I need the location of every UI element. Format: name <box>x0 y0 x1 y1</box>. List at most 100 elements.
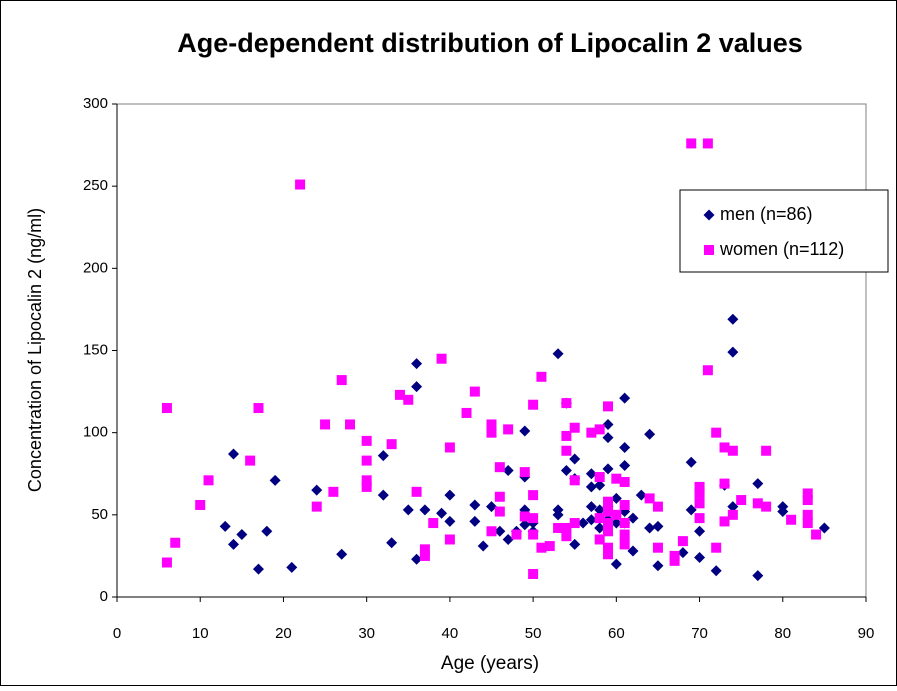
point <box>602 432 614 444</box>
point <box>486 526 497 537</box>
point <box>528 568 539 579</box>
point <box>494 462 505 473</box>
y-tick-label: 300 <box>83 95 108 112</box>
point <box>253 403 264 414</box>
point <box>328 486 339 497</box>
point <box>669 555 680 566</box>
point <box>594 479 606 491</box>
y-tick-label: 250 <box>83 177 108 194</box>
point <box>528 513 539 524</box>
point <box>611 509 622 520</box>
point <box>644 522 656 534</box>
point <box>569 475 580 486</box>
point <box>761 501 772 512</box>
point <box>444 489 456 501</box>
point <box>444 515 456 527</box>
point <box>694 488 705 499</box>
point <box>561 398 572 409</box>
point <box>611 473 622 484</box>
point <box>619 539 630 550</box>
point <box>802 509 813 520</box>
point <box>561 445 572 456</box>
point <box>361 435 372 446</box>
point <box>477 540 489 552</box>
point <box>528 529 539 540</box>
point <box>320 419 331 430</box>
point <box>311 484 323 496</box>
point <box>411 381 423 393</box>
x-tick-label: 20 <box>275 625 292 642</box>
point <box>486 501 497 513</box>
point <box>802 495 813 506</box>
y-tick-label: 50 <box>91 506 108 523</box>
point <box>336 548 348 560</box>
point <box>594 504 606 516</box>
legend-label: men (n=86) <box>720 204 813 224</box>
point <box>411 553 423 565</box>
point <box>261 525 273 537</box>
plot-area <box>116 103 867 598</box>
point <box>602 463 614 475</box>
point <box>603 506 614 517</box>
point <box>336 375 347 386</box>
point <box>444 442 455 453</box>
point <box>619 392 631 404</box>
point <box>519 519 531 531</box>
x-tick-label: 40 <box>442 625 459 642</box>
point <box>494 506 505 517</box>
point <box>469 499 481 511</box>
x-tick-label: 80 <box>774 625 791 642</box>
point <box>486 419 497 430</box>
point <box>585 501 597 513</box>
point <box>811 529 822 540</box>
point <box>469 386 480 397</box>
point <box>603 549 614 560</box>
point <box>603 542 614 553</box>
point <box>694 498 705 509</box>
point <box>536 371 547 382</box>
point <box>627 545 639 557</box>
point <box>586 427 597 438</box>
point <box>777 506 789 518</box>
point <box>727 313 739 325</box>
point <box>585 514 597 526</box>
y-tick-label: 0 <box>100 588 108 605</box>
point <box>585 468 597 480</box>
point <box>603 518 614 529</box>
point <box>594 472 605 483</box>
point <box>610 558 622 570</box>
point <box>269 474 281 486</box>
point <box>727 509 738 520</box>
point <box>494 491 505 502</box>
point <box>569 453 581 465</box>
x-tick-label: 90 <box>858 625 875 642</box>
point <box>361 475 372 486</box>
x-tick-label: 50 <box>525 625 542 642</box>
point <box>610 517 622 529</box>
point <box>603 496 614 507</box>
point <box>419 550 430 561</box>
point <box>228 448 240 460</box>
x-tick-label: 70 <box>691 625 708 642</box>
point <box>736 495 747 506</box>
point <box>569 538 581 550</box>
y-tick-label: 200 <box>83 259 108 276</box>
point <box>569 422 580 433</box>
point <box>553 522 564 533</box>
point <box>161 557 172 568</box>
point <box>461 407 472 418</box>
point <box>345 419 356 430</box>
point <box>685 456 697 468</box>
point <box>727 445 738 456</box>
point <box>236 529 248 541</box>
point <box>377 450 389 462</box>
point <box>635 489 647 501</box>
point <box>519 467 530 478</box>
point <box>677 547 689 559</box>
point <box>403 394 414 405</box>
point <box>311 501 322 512</box>
point <box>786 514 797 525</box>
point <box>619 476 630 487</box>
point <box>694 552 706 564</box>
point <box>619 529 630 540</box>
